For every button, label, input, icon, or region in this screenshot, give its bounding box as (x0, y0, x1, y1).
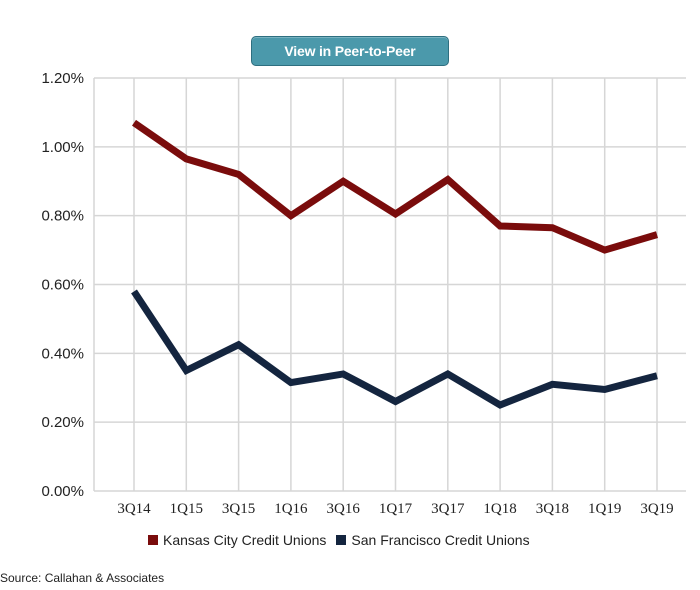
y-tick-label: 1.00% (41, 139, 84, 156)
y-tick-label: 0.40% (41, 345, 84, 362)
x-tick-label: 1Q18 (483, 501, 516, 517)
legend-swatch-kansas-city (148, 535, 158, 545)
x-tick-label: 3Q19 (640, 501, 673, 517)
legend-swatch-san-francisco (336, 535, 347, 545)
series-lines (131, 119, 658, 409)
x-tick-label: 1Q17 (379, 501, 413, 517)
grid (93, 77, 686, 492)
legend-label-san-francisco: San Francisco Credit Unions (351, 532, 530, 548)
x-tick-label: 3Q18 (536, 501, 569, 517)
x-tick-label: 3Q17 (431, 501, 465, 517)
source-note: Source: Callahan & Associates (0, 571, 165, 585)
y-tick-label: 1.20% (41, 70, 84, 87)
x-axis-tick-labels: 3Q14 1Q15 3Q15 1Q16 3Q16 1Q17 3Q17 1Q18 3Q18 1Q19… (117, 501, 673, 517)
series-line-kansas-city (132, 119, 658, 254)
x-tick-label: 3Q16 (327, 501, 361, 517)
legend-item-san-francisco: San Francisco Credit Unions (336, 532, 530, 548)
x-tick-label: 3Q15 (222, 501, 255, 517)
x-tick-label: 1Q19 (588, 501, 621, 517)
x-tick-label: 1Q16 (274, 501, 308, 517)
legend-item-kansas-city: Kansas City Credit Unions (148, 532, 326, 548)
view-in-peer-to-peer-button[interactable]: View in Peer-to-Peer (251, 36, 449, 66)
legend-label-kansas-city: Kansas City Credit Unions (163, 532, 327, 548)
series-line-san-francisco (131, 289, 658, 409)
y-tick-label: 0.00% (41, 483, 84, 500)
legend: Kansas City Credit Unions San Francisco … (148, 532, 540, 548)
x-tick-label: 1Q15 (170, 501, 203, 517)
x-tick-label: 3Q14 (117, 501, 151, 517)
y-tick-label: 0.80% (41, 208, 84, 225)
y-tick-label: 0.20% (41, 414, 84, 431)
y-tick-label: 0.60% (41, 277, 84, 294)
y-axis-tick-labels: 0.00% 0.20% 0.40% 0.60% 0.80% 1.00% 1.20% (41, 70, 84, 500)
